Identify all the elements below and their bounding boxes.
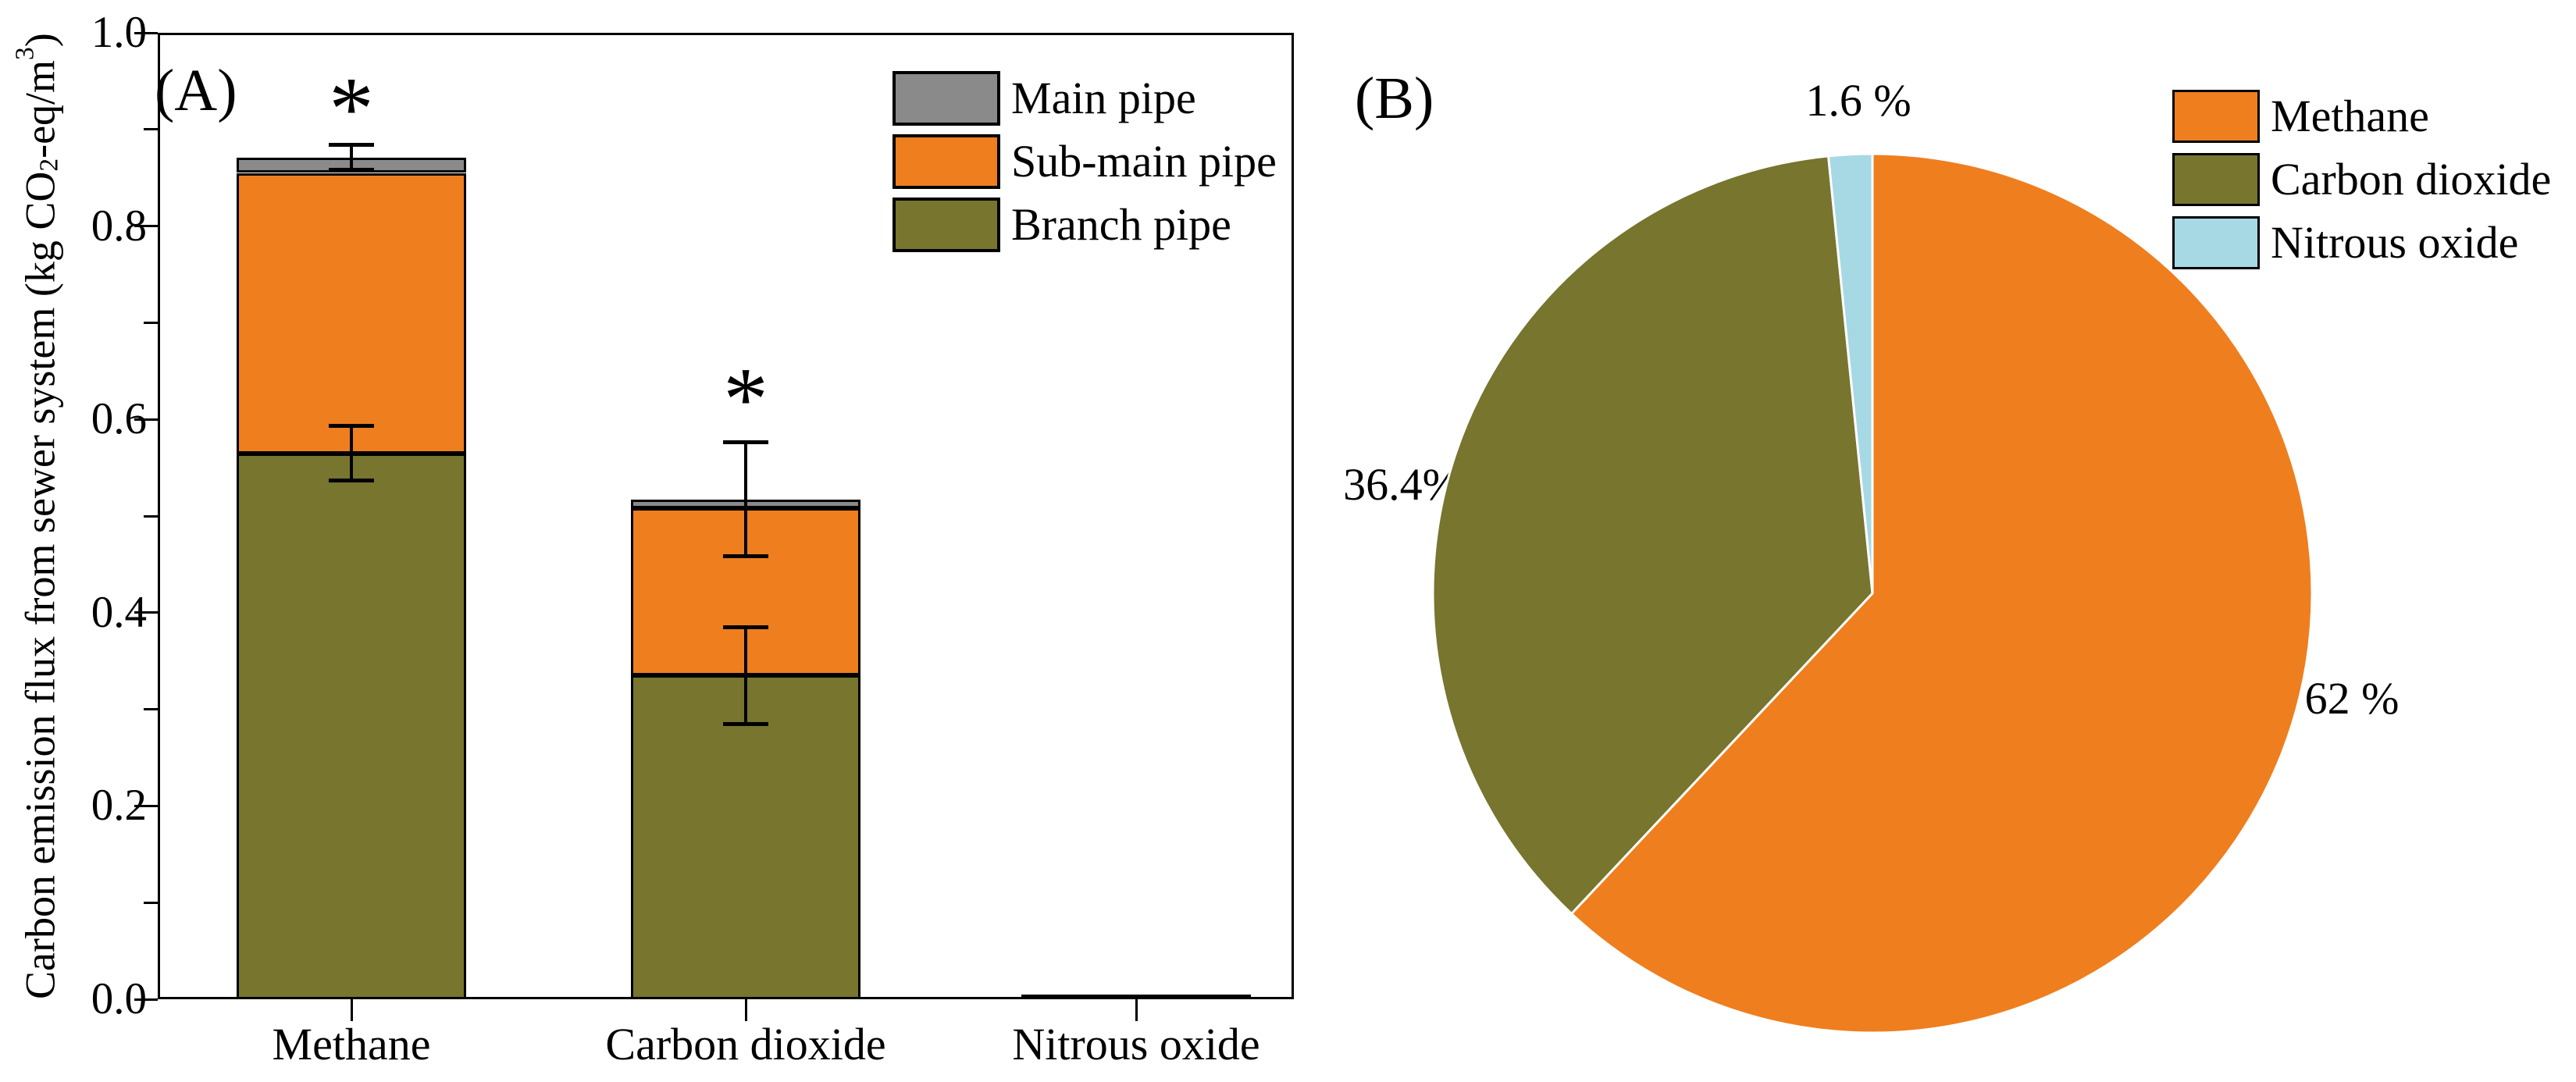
y-major-tick-0.6 [134, 418, 158, 421]
x-tick-methane [350, 999, 353, 1021]
error-bar-line-methane-total-top [350, 144, 353, 170]
significance-asterisk-methane: * [329, 59, 374, 159]
y-major-tick-0.2 [134, 804, 158, 807]
y-minor-tick-0.5 [144, 514, 158, 518]
panel-b-legend: Methane Carbon dioxide Nitrous oxide [2172, 89, 2551, 279]
error-bar-cap-top-methane-branch-pipe-top [329, 424, 374, 429]
pie-slice-carbon-dioxide [1431, 155, 1874, 915]
legend-label-branch-pipe: Branch pipe [1011, 199, 1231, 250]
legend-label-methane: Methane [2271, 91, 2429, 141]
x-tick-carbon-dioxide [744, 999, 747, 1021]
xcat-label-methane: Methane [272, 1019, 431, 1070]
error-bar-cap-top-carbon-dioxide-total-top [723, 440, 768, 445]
xcat-label-carbon-dioxide: Carbon dioxide [605, 1019, 886, 1070]
carbon-dioxide-swatch-icon [2172, 153, 2260, 206]
y-major-tick-1.0 [134, 31, 158, 34]
bar-segment-sub-main-pipe-methane [237, 173, 466, 454]
y-minor-tick-0.7 [144, 321, 158, 324]
branch-pipe-swatch-icon [893, 198, 1000, 252]
panel-a-label: (A) [155, 58, 237, 123]
significance-asterisk-carbon-dioxide: * [723, 349, 768, 449]
error-bar-cap-top-methane-total-top [329, 143, 374, 148]
legend-row-branch-pipe: Branch pipe [893, 198, 1277, 252]
y-minor-tick-0.9 [144, 128, 158, 131]
bar-segment-branch-pipe-methane [237, 453, 466, 999]
pie-label-nitrous-oxide: 1.6 % [1805, 75, 1912, 126]
xcat-label-nitrous-oxide: Nitrous oxide [1012, 1019, 1260, 1070]
main-pipe-swatch-icon [893, 71, 1000, 126]
legend-row-nitrous-oxide: Nitrous oxide [2172, 215, 2551, 270]
bar-segment-branch-pipe-carbon-dioxide [631, 675, 860, 999]
y-minor-tick-0.1 [144, 901, 158, 904]
error-bar-cap-bottom-methane-total-top [329, 168, 374, 173]
error-bar-line-carbon-dioxide-total-top [744, 442, 747, 557]
y-minor-tick-0.3 [144, 708, 158, 711]
error-bar-line-carbon-dioxide-branch-pipe-top [744, 627, 747, 724]
legend-label-main-pipe: Main pipe [1011, 73, 1196, 123]
legend-label-carbon-dioxide: Carbon dioxide [2271, 154, 2552, 205]
pie-label-carbon-dioxide: 36.4% [1343, 459, 1460, 510]
panel-b-label: (B) [1355, 66, 1434, 131]
legend-label-sub-main-pipe: Sub-main pipe [1011, 136, 1277, 187]
error-bar-cap-bottom-carbon-dioxide-total-top [723, 554, 768, 559]
legend-row-main-pipe: Main pipe [893, 71, 1277, 126]
legend-label-nitrous-oxide: Nitrous oxide [2271, 217, 2519, 268]
methane-swatch-icon [2172, 90, 2260, 143]
error-bar-cap-bottom-carbon-dioxide-branch-pipe-top [723, 721, 768, 726]
bar-segment-branch-pipe-nitrous-oxide [1021, 994, 1251, 999]
pie-slice-methane [1570, 152, 2314, 1034]
pie-chart [1431, 152, 2314, 1034]
sub-main-pipe-swatch-icon [893, 134, 1000, 189]
legend-row-methane: Methane [2172, 89, 2551, 144]
pie-slice-nitrous-oxide [1827, 152, 1874, 595]
legend-row-carbon-dioxide: Carbon dioxide [2172, 152, 2551, 207]
error-bar-cap-top-carbon-dioxide-branch-pipe-top [723, 625, 768, 629]
y-major-tick-0.4 [134, 611, 158, 614]
y-major-tick-0.0 [134, 998, 158, 1001]
nitrous-oxide-swatch-icon [2172, 216, 2260, 269]
y-major-tick-0.8 [134, 225, 158, 228]
legend-row-sub-main-pipe: Sub-main pipe [893, 134, 1277, 189]
pie-label-methane: 62 % [2304, 673, 2400, 724]
panel-a-legend: Main pipe Sub-main pipe Branch pipe [893, 71, 1277, 261]
error-bar-cap-bottom-methane-branch-pipe-top [329, 478, 374, 482]
error-bar-line-methane-branch-pipe-top [350, 425, 353, 481]
x-tick-nitrous-oxide [1135, 999, 1138, 1021]
